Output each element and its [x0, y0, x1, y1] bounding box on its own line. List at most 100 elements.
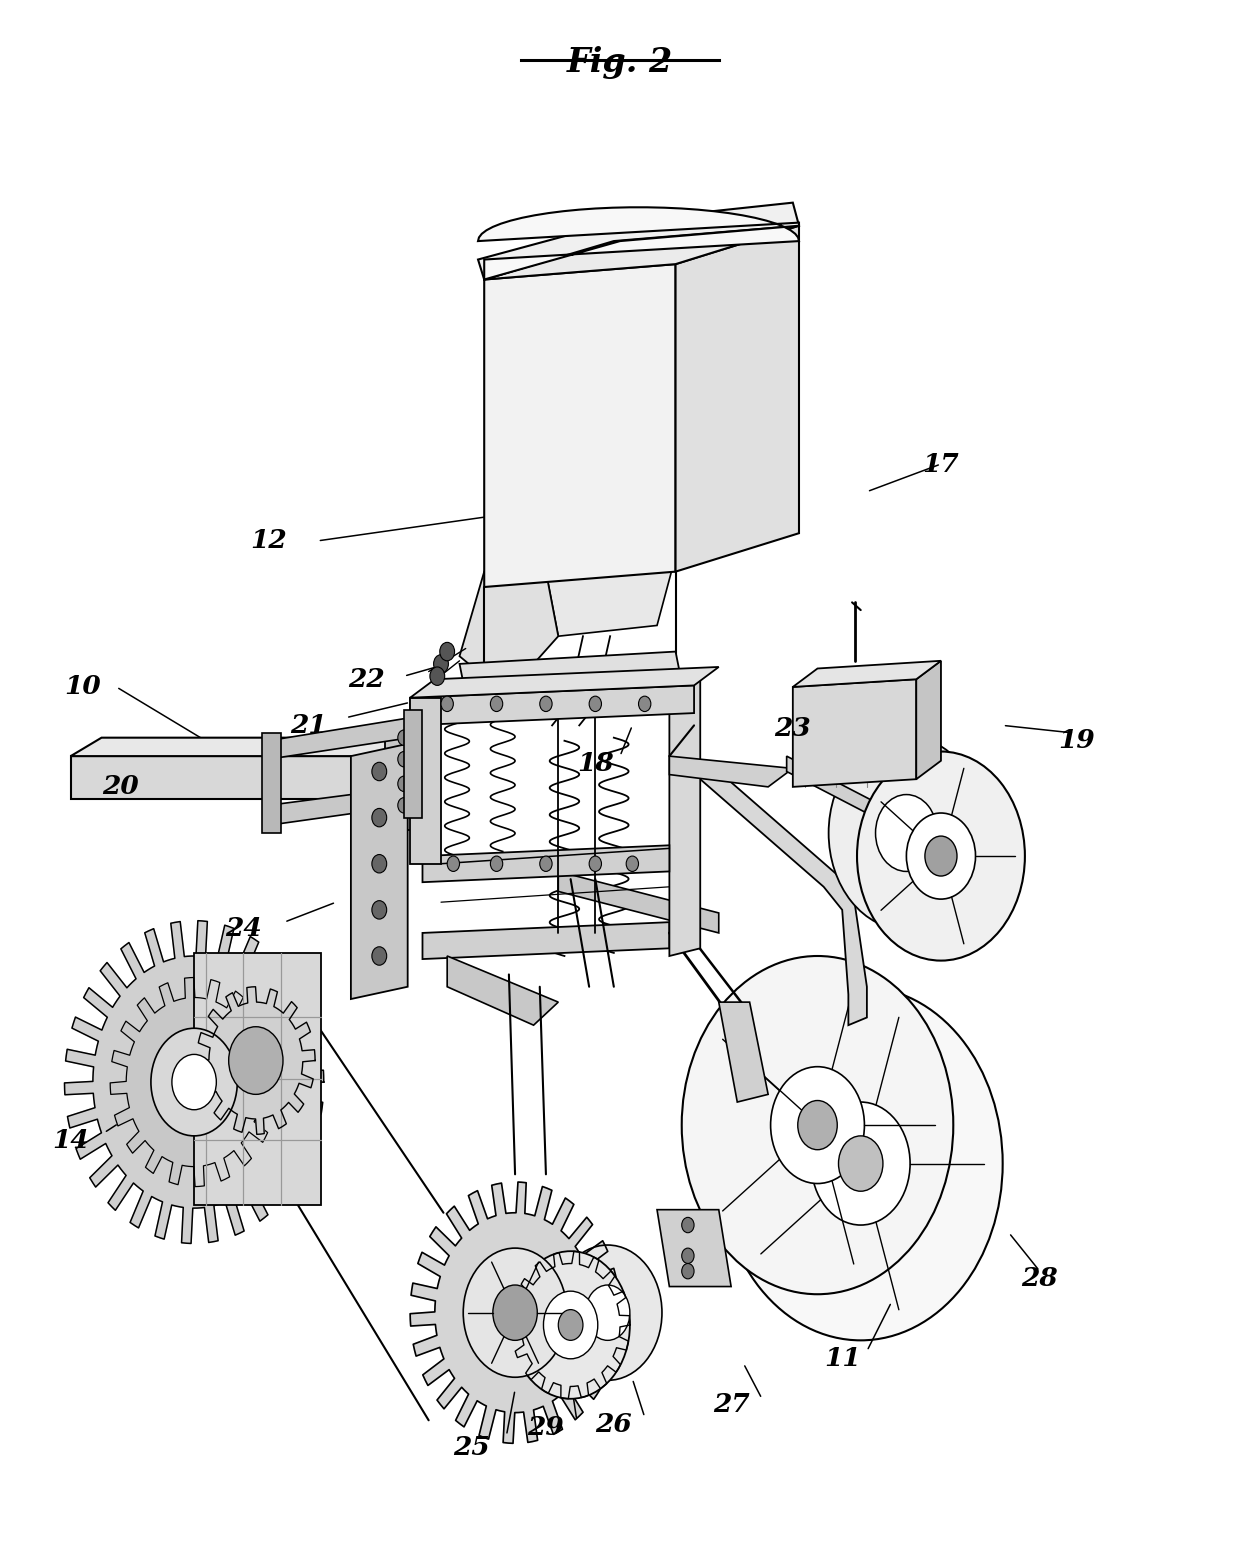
Text: 23: 23 — [775, 716, 811, 741]
Text: 14: 14 — [52, 1128, 89, 1153]
Polygon shape — [692, 764, 867, 1025]
Circle shape — [539, 696, 552, 711]
Circle shape — [682, 957, 954, 1295]
Polygon shape — [268, 787, 410, 826]
Polygon shape — [404, 710, 423, 818]
Circle shape — [682, 1264, 694, 1279]
Text: 17: 17 — [923, 452, 960, 477]
Circle shape — [372, 855, 387, 873]
Polygon shape — [448, 957, 558, 1025]
Circle shape — [719, 986, 1003, 1341]
Polygon shape — [460, 571, 558, 671]
Polygon shape — [558, 872, 719, 934]
Polygon shape — [197, 986, 315, 1134]
Polygon shape — [351, 744, 408, 998]
Circle shape — [440, 642, 455, 660]
Polygon shape — [71, 738, 410, 756]
Circle shape — [838, 1136, 883, 1191]
Text: 10: 10 — [64, 674, 102, 699]
Circle shape — [151, 1028, 237, 1136]
Circle shape — [585, 1285, 630, 1341]
Text: 28: 28 — [1022, 1267, 1058, 1291]
Polygon shape — [676, 225, 799, 571]
Circle shape — [372, 901, 387, 920]
Text: 19: 19 — [1059, 728, 1095, 753]
Circle shape — [797, 1100, 837, 1150]
Circle shape — [372, 947, 387, 966]
Circle shape — [875, 795, 937, 872]
Polygon shape — [670, 756, 792, 787]
Polygon shape — [71, 756, 386, 799]
Polygon shape — [479, 202, 799, 279]
Polygon shape — [786, 756, 935, 849]
Circle shape — [398, 776, 410, 792]
Circle shape — [430, 667, 445, 685]
Text: 24: 24 — [226, 917, 262, 941]
Text: Fig. 2: Fig. 2 — [567, 46, 673, 79]
Polygon shape — [484, 225, 799, 279]
Circle shape — [372, 762, 387, 781]
Circle shape — [925, 836, 957, 876]
Text: 18: 18 — [577, 751, 614, 776]
Circle shape — [398, 730, 410, 745]
Polygon shape — [386, 738, 410, 799]
Text: 11: 11 — [823, 1347, 861, 1372]
Polygon shape — [268, 717, 410, 759]
Circle shape — [543, 1291, 598, 1359]
Polygon shape — [423, 846, 670, 883]
Polygon shape — [719, 1001, 768, 1102]
Circle shape — [589, 856, 601, 872]
Polygon shape — [792, 679, 916, 787]
Polygon shape — [460, 651, 682, 694]
Circle shape — [558, 1310, 583, 1341]
Circle shape — [589, 696, 601, 711]
Polygon shape — [484, 264, 676, 586]
Polygon shape — [423, 923, 670, 960]
Text: 26: 26 — [595, 1412, 632, 1438]
Circle shape — [828, 736, 985, 930]
Polygon shape — [479, 207, 799, 279]
Circle shape — [857, 751, 1025, 961]
Circle shape — [626, 856, 639, 872]
Polygon shape — [410, 667, 719, 697]
Polygon shape — [916, 660, 941, 779]
Polygon shape — [410, 697, 441, 864]
Circle shape — [228, 1026, 283, 1094]
Text: 29: 29 — [527, 1415, 564, 1441]
Polygon shape — [64, 921, 324, 1244]
Polygon shape — [410, 685, 694, 725]
Polygon shape — [657, 1210, 732, 1287]
Circle shape — [492, 1285, 537, 1341]
Circle shape — [682, 1217, 694, 1233]
Polygon shape — [195, 954, 321, 1205]
Text: 22: 22 — [348, 667, 386, 691]
Circle shape — [906, 813, 976, 900]
Polygon shape — [670, 671, 701, 957]
Circle shape — [372, 809, 387, 827]
Circle shape — [811, 1102, 910, 1225]
Circle shape — [490, 856, 502, 872]
Text: 27: 27 — [713, 1392, 749, 1418]
Circle shape — [639, 696, 651, 711]
Circle shape — [398, 751, 410, 767]
Text: 12: 12 — [249, 528, 286, 554]
Text: 20: 20 — [102, 775, 139, 799]
Circle shape — [539, 856, 552, 872]
Circle shape — [172, 1054, 216, 1109]
Circle shape — [553, 1245, 662, 1381]
Polygon shape — [386, 725, 423, 830]
Circle shape — [682, 1248, 694, 1264]
Text: 21: 21 — [290, 713, 327, 738]
Circle shape — [398, 798, 410, 813]
Circle shape — [511, 1251, 630, 1400]
Circle shape — [464, 1248, 567, 1378]
Polygon shape — [262, 733, 280, 833]
Circle shape — [770, 1066, 864, 1183]
Circle shape — [448, 856, 460, 872]
Polygon shape — [546, 557, 676, 636]
Circle shape — [490, 696, 502, 711]
Circle shape — [434, 654, 449, 673]
Text: 25: 25 — [454, 1435, 490, 1461]
Polygon shape — [410, 1182, 620, 1443]
Polygon shape — [792, 660, 941, 687]
